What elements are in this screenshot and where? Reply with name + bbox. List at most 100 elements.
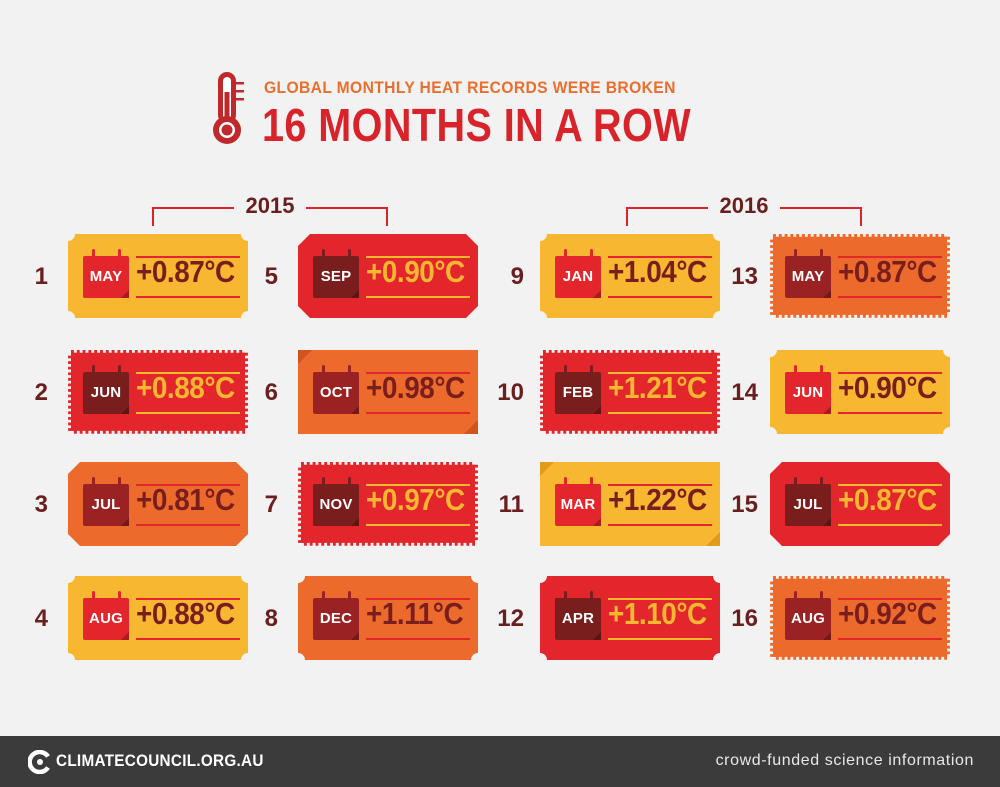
temperature-anomaly: +0.88°C [136,370,235,405]
temperature-anomaly: +1.22°C [608,482,707,517]
ticket-shape [298,234,478,318]
temperature-anomaly: +0.81°C [136,482,235,517]
temperature-anomaly: +0.98°C [366,370,465,405]
record-ticket: FEB +1.21°C [540,350,728,434]
record-ticket: AUG +0.88°C [68,576,256,660]
record-ticket: OCT +0.98°C [298,350,486,434]
record-ticket: APR +1.10°C [540,576,728,660]
record-number: 11 [498,491,524,518]
ticket-shape [298,462,478,546]
subtitle: GLOBAL MONTHLY HEAT RECORDS WERE BROKEN [264,78,676,97]
year-bracket-2015: 2015 [152,193,388,227]
temperature-anomaly: +0.90°C [366,254,465,289]
calendar-icon [785,249,831,298]
record-ticket: DEC +1.11°C [298,576,486,660]
record-number: 16 [731,605,758,632]
month-label: MAY [791,268,825,285]
record-ticket: JUL +0.81°C [68,462,256,546]
temperature-anomaly: +0.87°C [136,254,235,289]
record-ticket: MAY +0.87°C [770,234,958,318]
ticket-shape [540,350,720,434]
calendar-icon [555,365,601,414]
logo-text[interactable]: CLIMATECOUNCIL.ORG.AU [56,751,264,770]
calendar-icon [83,365,129,414]
year-label: 2015 [233,193,307,218]
record-ticket: JUN +0.88°C [68,350,256,434]
calendar-icon [83,477,129,526]
record-number: 12 [497,605,524,632]
record-number: 10 [497,379,524,406]
record-number: 5 [264,263,278,290]
record-number: 6 [264,379,278,406]
calendar-icon [785,591,831,640]
record-number: 15 [731,491,758,518]
calendar-icon [555,249,601,298]
calendar-icon [313,365,359,414]
ticket-shape [298,350,478,434]
header: GLOBAL MONTHLY HEAT RECORDS WERE BROKEN … [0,0,1000,160]
temperature-anomaly: +1.10°C [608,596,707,631]
record-ticket: NOV +0.97°C [298,462,486,546]
month-label: MAY [89,268,123,285]
temperature-anomaly: +0.87°C [838,254,937,289]
year-label: 2016 [707,193,781,218]
month-label: JUL [91,496,121,513]
temperature-anomaly: +0.87°C [838,482,937,517]
ticket-shape [540,462,720,546]
record-number: 8 [264,605,278,632]
record-ticket: MAR +1.22°C [540,462,728,546]
page-title: 16 MONTHS IN A ROW [262,99,691,151]
calendar-icon [555,477,601,526]
temperature-anomaly: +1.11°C [366,596,464,631]
temperature-anomaly: +1.04°C [608,254,707,289]
ticket-shape [770,234,950,318]
ticket-shape [68,576,248,660]
month-label: JUN [792,384,824,401]
month-label: APR [561,610,595,627]
temperature-anomaly: +0.90°C [838,370,937,405]
year-bracket-2016: 2016 [626,193,862,227]
calendar-icon [83,591,129,640]
record-ticket: JAN +1.04°C [540,234,728,318]
month-label: MAR [560,496,596,513]
ticket-shape [770,350,950,434]
month-label: JUN [90,384,122,401]
month-label: AUG [89,610,123,627]
ticket-shape [298,576,478,660]
temperature-anomaly: +0.88°C [136,596,235,631]
ticket-shape [68,234,248,318]
record-number: 13 [731,263,758,290]
month-label: JAN [562,268,594,285]
record-ticket: JUL +0.87°C [770,462,958,546]
calendar-icon [313,477,359,526]
calendar-icon [785,477,831,526]
calendar-icon [785,365,831,414]
ticket-shape [770,462,950,546]
ticket-shape [770,576,950,660]
ticket-shape [540,576,720,660]
record-ticket: SEP +0.90°C [298,234,486,318]
month-label: DEC [319,610,353,627]
calendar-icon [83,249,129,298]
month-label: AUG [791,610,825,627]
record-ticket: AUG +0.92°C [770,576,958,660]
climate-council-logo-icon [28,750,50,774]
calendar-icon [313,249,359,298]
temperature-anomaly: +0.92°C [838,596,937,631]
ticket-shape [68,462,248,546]
temperature-anomaly: +1.21°C [608,370,707,405]
thermometer-icon [213,72,244,144]
footer: CLIMATECOUNCIL.ORG.AU crowd-funded scien… [0,736,1000,787]
calendar-icon [555,591,601,640]
month-label: FEB [562,384,594,401]
record-ticket: MAY +0.87°C [68,234,256,318]
record-number: 14 [731,379,758,406]
month-label: JUL [793,496,823,513]
ticket-shape [540,234,720,318]
temperature-anomaly: +0.97°C [366,482,465,517]
month-label: OCT [319,384,353,401]
ticket-shape [68,350,248,434]
record-number: 9 [510,263,524,290]
record-ticket: JUN +0.90°C [770,350,958,434]
record-number: 3 [34,491,48,518]
